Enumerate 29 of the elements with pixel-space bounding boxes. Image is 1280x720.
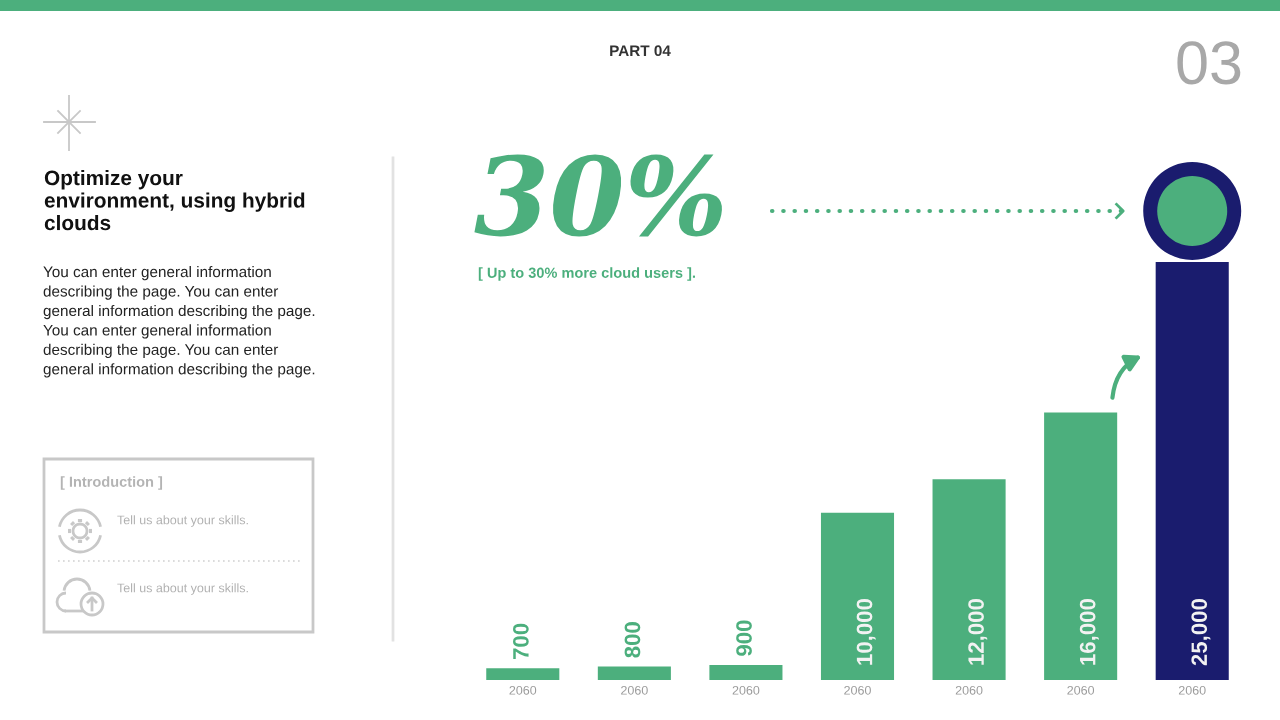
data-label: 25,000	[1191, 599, 1211, 666]
data-label: 10,000	[856, 599, 876, 665]
x-tick-label: 2060	[621, 685, 648, 695]
data-label: 12,000	[968, 599, 988, 665]
text: 30%	[474, 154, 722, 237]
bar	[709, 664, 783, 680]
text: PART 04	[610, 45, 671, 57]
x-tick-label: 2060	[509, 685, 537, 695]
text: [ Introduction ]	[60, 476, 163, 490]
bar	[820, 512, 895, 680]
data-label: 900	[736, 620, 752, 656]
x-tick-label: 2060	[1067, 685, 1095, 695]
x-tick-label: 2060	[1178, 685, 1206, 695]
text: Tell us about your skills.	[117, 515, 248, 527]
bar	[486, 668, 560, 680]
bar	[932, 479, 1006, 680]
data-label: 800	[624, 622, 641, 658]
x-tick-label: 2060	[955, 685, 983, 695]
bar	[1044, 412, 1118, 680]
text: 03	[1177, 41, 1241, 85]
text: Tell us about your skills.	[117, 583, 248, 595]
data-label: 700	[513, 623, 529, 660]
text: You can enter general information describing the page. You can enter general information describing the page. You can enter general information describing the page. You can enter general information describing the page.	[43, 266, 315, 378]
annotation: [ Up to 30% more cloud users ].	[478, 267, 695, 281]
x-tick-label: 2060	[732, 685, 760, 695]
data-label: 16,000	[1079, 599, 1099, 665]
x-tick-label: 2060	[844, 685, 871, 695]
text: Optimize your environment, using hybrid clouds	[44, 170, 305, 231]
bar	[597, 666, 671, 680]
